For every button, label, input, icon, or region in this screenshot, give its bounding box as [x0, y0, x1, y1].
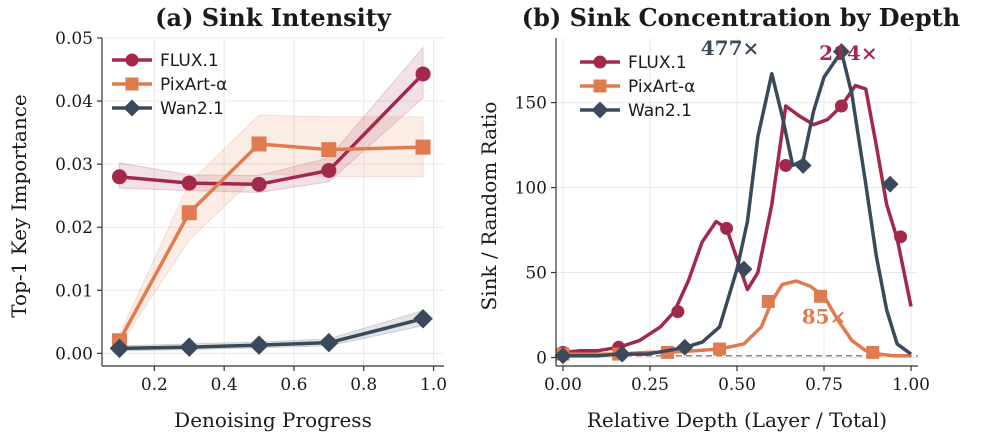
panel-b-x-axis-label: Relative Depth (Layer / Total): [587, 408, 887, 432]
confidence-band: [118, 114, 424, 348]
data-point: [321, 142, 337, 158]
legend: FLUX.1 PixArt-α Wan2.1: [580, 53, 695, 121]
legend-marker: [125, 77, 139, 91]
data-point: [319, 332, 339, 353]
x-tick-label: 0.8: [350, 375, 377, 395]
legend-label: PixArt-α: [160, 75, 227, 95]
y-tick-label: 0.01: [55, 281, 93, 301]
data-point: [735, 260, 753, 278]
legend-marker: [125, 53, 139, 67]
data-point: [881, 175, 899, 193]
legend-label: FLUX.1: [628, 53, 687, 73]
data-point: [554, 347, 572, 365]
series-line: [562, 49, 913, 358]
x-tick-label: 1.00: [892, 375, 930, 395]
data-point: [671, 305, 685, 319]
data-point: [866, 345, 880, 359]
data-point: [834, 99, 848, 113]
annotation-label: 477×: [701, 36, 760, 60]
x-tick-label: 0.6: [280, 375, 307, 395]
y-tick-label: 50: [525, 264, 547, 284]
series-line: [562, 83, 913, 355]
x-tick-label: 1.0: [420, 375, 447, 395]
annotation-label: 214×: [819, 41, 878, 65]
x-tick-label: 0.50: [718, 375, 756, 395]
data-point: [613, 345, 631, 363]
annotation-label: 85×: [802, 305, 847, 329]
legend-marker: [123, 99, 141, 117]
data-point: [413, 308, 433, 329]
data-point: [181, 175, 197, 191]
data-point: [720, 221, 734, 235]
y-tick-label: 0.02: [55, 218, 93, 238]
data-point: [832, 43, 850, 61]
x-tick-label: 0.4: [211, 375, 238, 395]
data-point: [779, 158, 793, 172]
panel-b-chart: (b) Sink Concentration by Depth Relative…: [477, 3, 960, 432]
panel-a-x-axis-label: Denoising Progress: [174, 408, 372, 432]
y-tick-label: 0.05: [55, 29, 93, 49]
legend-marker: [593, 79, 607, 93]
data-point: [109, 338, 130, 359]
x-tick-label: 0.25: [631, 375, 669, 395]
legend-marker: [591, 101, 609, 119]
panel-a-title: (a) Sink Intensity: [155, 3, 392, 32]
y-tick-label: 100: [515, 179, 547, 199]
data-point: [111, 169, 127, 185]
y-tick-label: 0.00: [55, 344, 93, 364]
data-point: [179, 337, 199, 357]
panel-a-chart: (a) Sink Intensity Denoising Progress To…: [7, 3, 447, 432]
y-tick-label: 0.04: [55, 92, 93, 112]
data-point: [321, 162, 337, 178]
panel-b-title: (b) Sink Concentration by Depth: [522, 3, 960, 32]
legend-label: Wan2.1: [628, 101, 692, 121]
x-tick-label: 0.00: [544, 375, 582, 395]
data-point: [814, 289, 828, 303]
y-tick-label: 0.03: [55, 155, 93, 175]
legend-label: PixArt-α: [628, 77, 695, 97]
data-point: [894, 230, 908, 244]
x-tick-label: 0.75: [805, 375, 843, 395]
legend-label: FLUX.1: [160, 51, 219, 71]
legend-label: Wan2.1: [160, 99, 224, 119]
data-point: [249, 335, 269, 355]
data-point: [415, 66, 431, 82]
y-tick-label: 0: [536, 349, 547, 369]
x-tick-label: 0.2: [141, 375, 168, 395]
data-point: [713, 342, 727, 356]
data-point: [761, 294, 775, 308]
data-point: [794, 157, 812, 174]
data-point: [415, 139, 431, 155]
data-point: [251, 136, 267, 152]
y-tick-label: 150: [515, 94, 547, 114]
legend-marker: [593, 55, 607, 69]
confidence-band: [118, 46, 424, 194]
data-point: [676, 338, 694, 356]
data-point: [181, 205, 197, 221]
panel-a-y-axis-label: Top-1 Key Importance: [7, 94, 31, 318]
legend: FLUX.1 PixArt-α Wan2.1: [112, 51, 227, 119]
data-point: [251, 176, 267, 192]
panel-b-y-axis-label: Sink / Random Ratio: [477, 102, 501, 311]
